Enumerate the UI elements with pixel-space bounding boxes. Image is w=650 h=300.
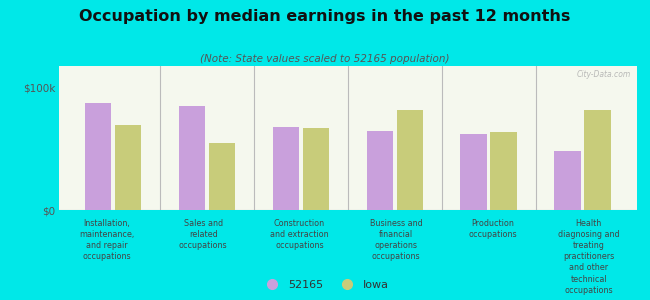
Text: Production
occupations: Production occupations [468,219,517,239]
Bar [584,110,611,210]
Bar [303,128,329,210]
Text: Construction
and extraction
occupations: Construction and extraction occupations [270,219,329,250]
Bar [115,124,141,210]
Text: Occupation by median earnings in the past 12 months: Occupation by median earnings in the pas… [79,9,571,24]
Bar [396,110,423,210]
Legend: 52165, Iowa: 52165, Iowa [257,276,393,294]
Bar [179,106,205,210]
Text: City-Data.com: City-Data.com [577,70,631,79]
Text: (Note: State values scaled to 52165 population): (Note: State values scaled to 52165 popu… [200,54,450,64]
Bar [491,132,517,210]
Bar [367,131,393,210]
Bar [460,134,487,210]
Bar [209,143,235,210]
Bar [554,152,580,210]
Text: Health
diagnosing and
treating
practitioners
and other
technical
occupations: Health diagnosing and treating practitio… [558,219,619,295]
Bar [272,127,299,210]
Text: Installation,
maintenance,
and repair
occupations: Installation, maintenance, and repair oc… [79,219,135,261]
Bar [84,103,111,210]
Text: Business and
financial
operations
occupations: Business and financial operations occupa… [370,219,422,261]
Text: Sales and
related
occupations: Sales and related occupations [179,219,228,250]
